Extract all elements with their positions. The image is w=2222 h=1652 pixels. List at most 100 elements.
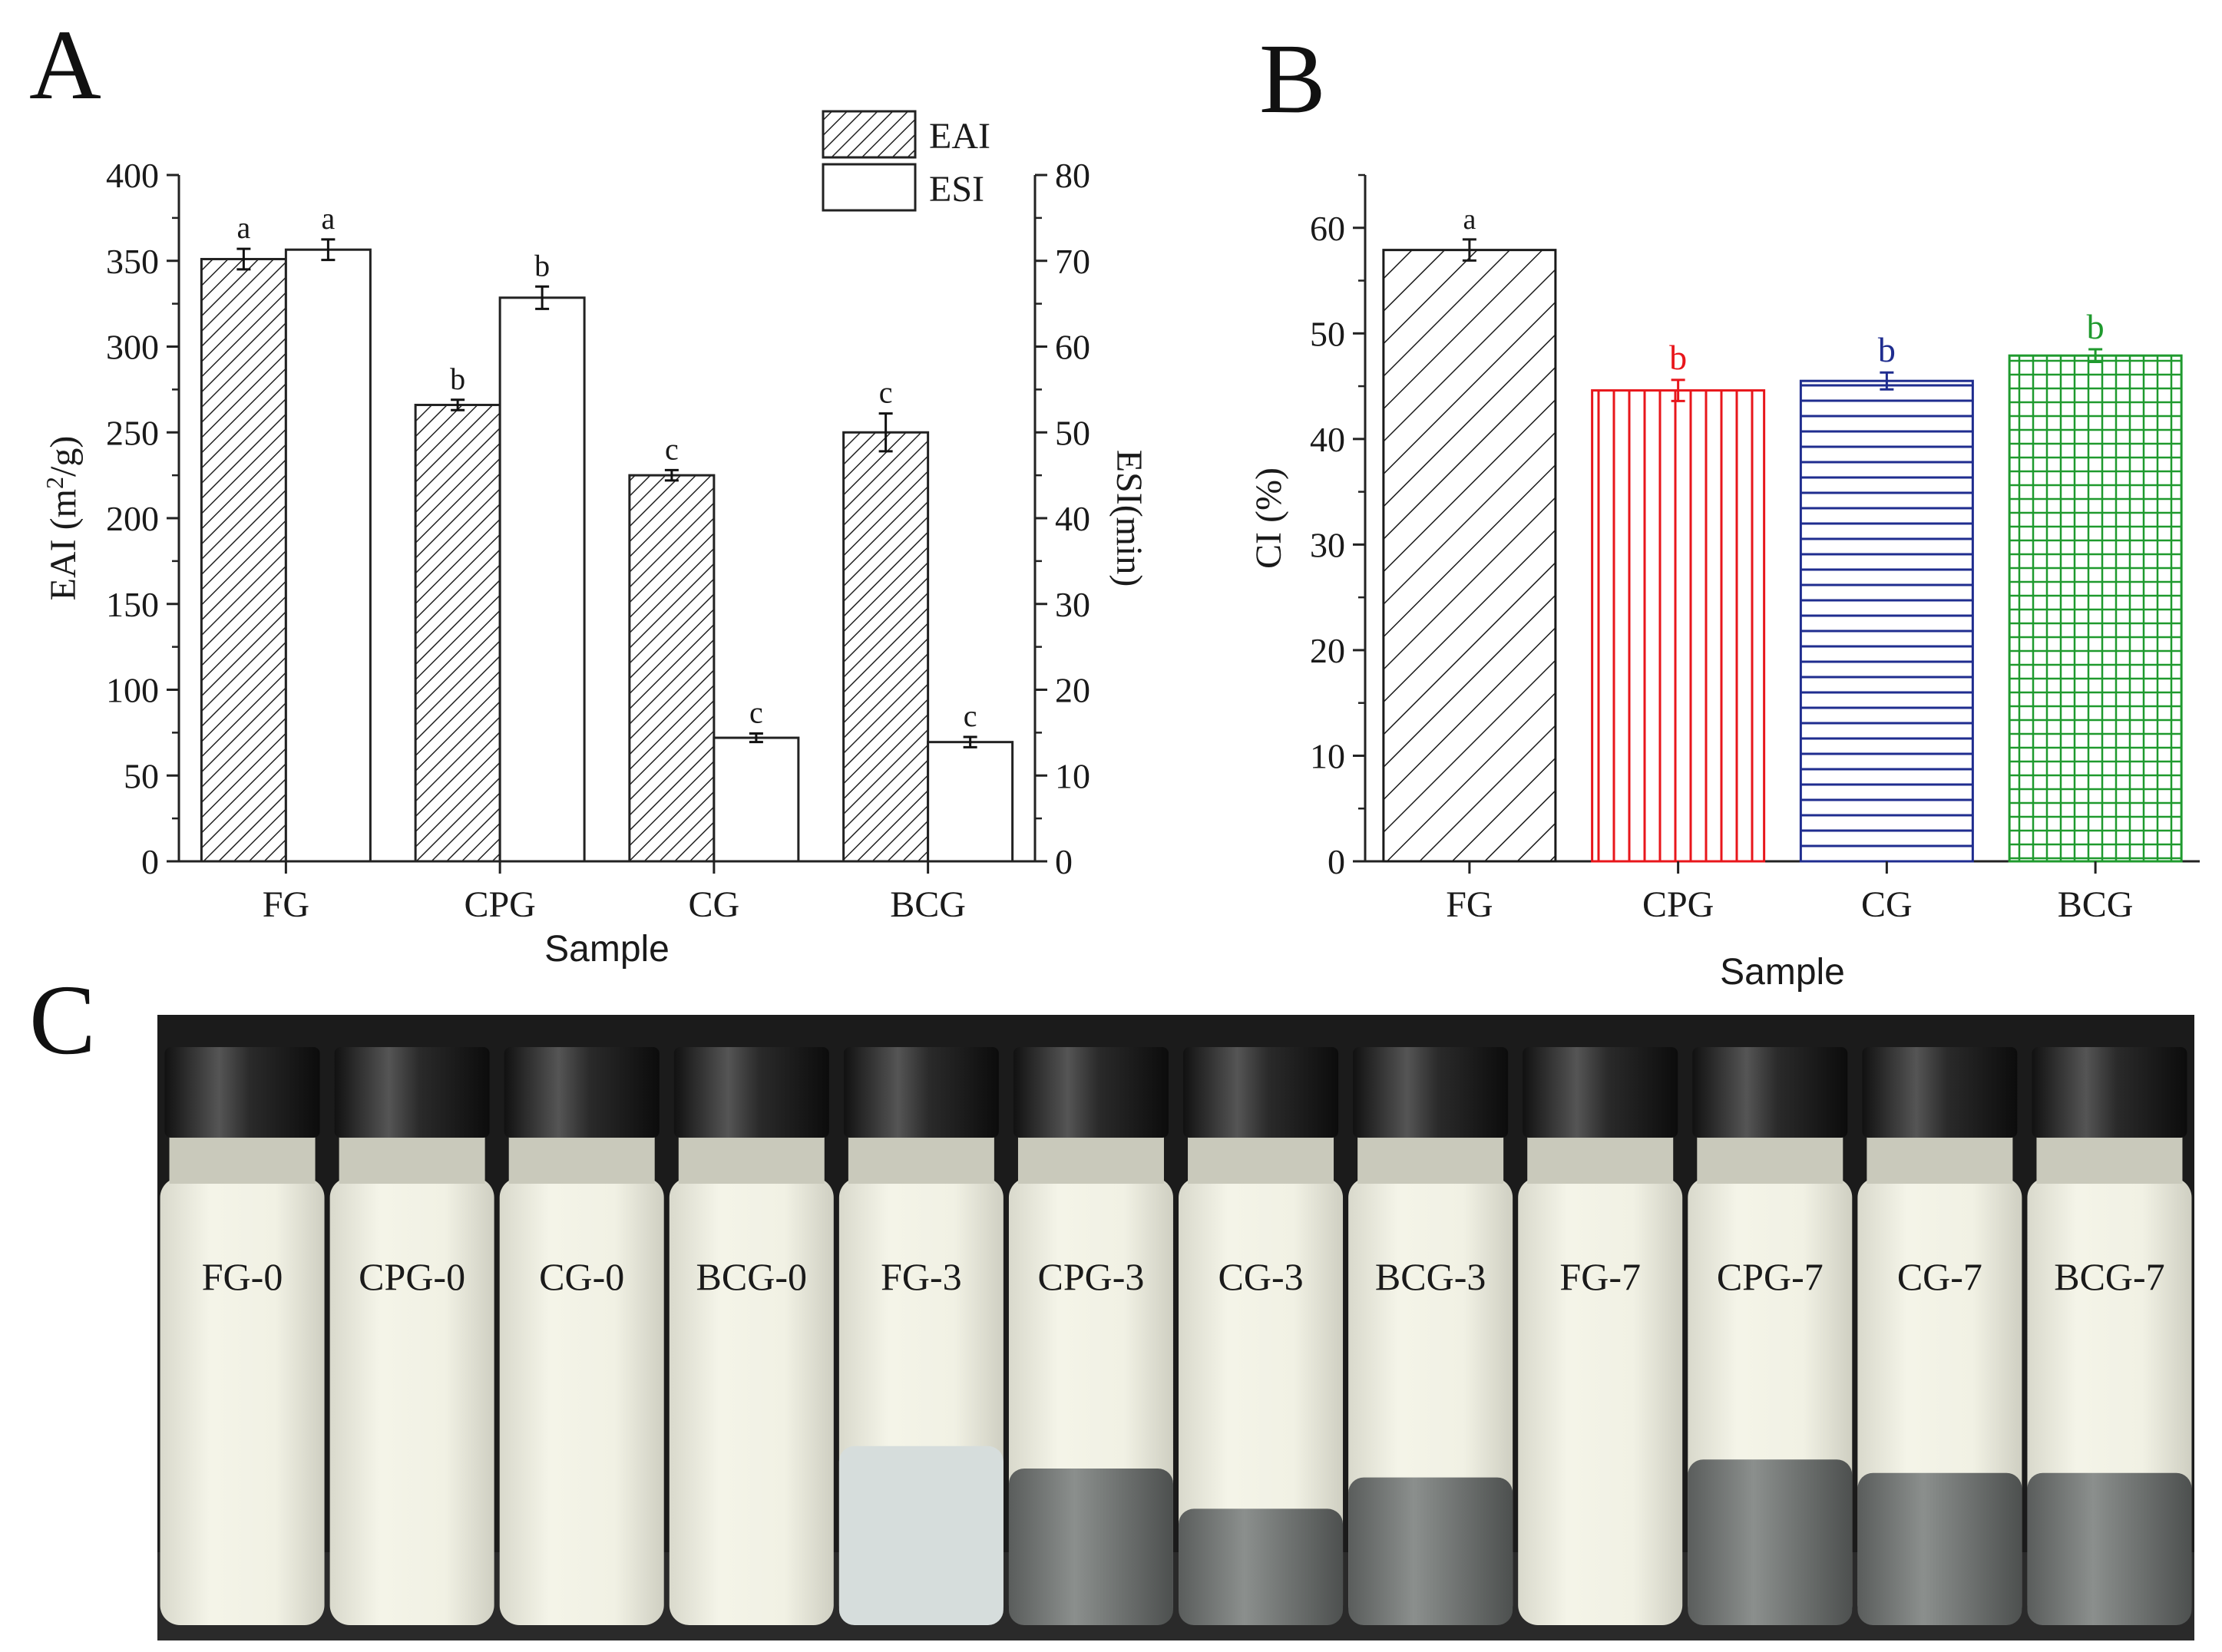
- b-y-tick-label: 30: [1310, 525, 1345, 564]
- a-right-tick-label: 60: [1055, 328, 1090, 367]
- vial-label: BCG-7: [2054, 1255, 2164, 1298]
- vial-emulsion: [160, 1178, 325, 1625]
- a-left-tick-label: 50: [124, 756, 159, 795]
- a-eai-error-bar: [878, 412, 893, 453]
- a-eai-sig-letter: a: [236, 210, 250, 245]
- vial-cap: [1523, 1047, 1678, 1138]
- vial-neck: [848, 1130, 994, 1184]
- a-left-tick-label: 200: [106, 499, 159, 538]
- a-eai-sig-letter: c: [879, 375, 893, 410]
- photo-background: [157, 1015, 2194, 1640]
- vial-cap: [1013, 1047, 1169, 1138]
- a-right-tick-label: 0: [1055, 842, 1073, 881]
- vial-label: CPG-0: [359, 1255, 465, 1298]
- a-y-axis-label: EAI (m2/g): [41, 436, 84, 601]
- a-eai-error-bar: [664, 468, 679, 482]
- a-left-tick-label: 150: [106, 585, 159, 624]
- vial: BCG-0: [669, 1047, 834, 1625]
- a-eai-sig-letter: b: [450, 362, 465, 396]
- a-esi-bar: [927, 741, 1014, 863]
- vial-cap: [1183, 1047, 1339, 1138]
- legend-eai-label: EAI: [929, 116, 990, 157]
- a-right-tick-label: 20: [1055, 671, 1090, 710]
- a-esi-bar: [498, 296, 586, 863]
- b-y-tick-label: 0: [1328, 842, 1345, 881]
- legend-eai-swatch: [822, 110, 917, 159]
- a-eai-sig-letter: c: [665, 431, 679, 466]
- b-y-tick-label: 60: [1310, 209, 1345, 248]
- a-esi-bar: [713, 736, 800, 863]
- a-esi-error-bar: [535, 285, 550, 310]
- b-y-tick-label: 20: [1310, 631, 1345, 670]
- b-y-tick-label: 50: [1310, 314, 1345, 353]
- vial-neck: [169, 1130, 316, 1184]
- vial: FG-0: [160, 1047, 325, 1625]
- vial-serum-layer: [1008, 1468, 1173, 1625]
- a-esi-sig-letter: c: [964, 699, 977, 733]
- a-right-tick-label: 40: [1055, 499, 1090, 538]
- vial-photo: FG-0 CPG-0 CG-0 BCG-0 FG-3 CPG-3 CG-3 BCG-3 FG-7…: [157, 1015, 2194, 1640]
- a-legend: EAI ESI: [822, 110, 990, 212]
- b-y-axis-label: CI (%): [1248, 468, 1289, 569]
- vial-label: CPG-3: [1037, 1255, 1144, 1298]
- vial-serum-layer: [1688, 1459, 1853, 1625]
- vial-label: BCG-0: [696, 1255, 807, 1298]
- vial-neck: [2036, 1130, 2183, 1184]
- vial-cap: [334, 1047, 490, 1138]
- b-ci-error-bar: [2088, 348, 2103, 363]
- vial-label: CG-0: [539, 1255, 624, 1298]
- vial-label: CPG-7: [1717, 1255, 1824, 1298]
- a-x-tick-label: CPG: [464, 884, 535, 925]
- vial-neck: [508, 1130, 655, 1184]
- vial: FG-7: [1518, 1047, 1683, 1625]
- a-right-tick-label: 50: [1055, 413, 1090, 452]
- b-ci-error-bar: [1462, 238, 1476, 262]
- vial-neck: [1017, 1130, 1164, 1184]
- vial-label: FG-3: [881, 1255, 962, 1298]
- panel-c-letter: C: [29, 965, 96, 1075]
- a-x-axis-label: Sample: [544, 929, 670, 970]
- a-left-tick-label: 0: [141, 842, 159, 881]
- b-y-tick-label: 10: [1310, 736, 1345, 775]
- vial: CPG-3: [1008, 1047, 1173, 1625]
- vial-cap: [1353, 1047, 1509, 1138]
- vial-serum-layer: [2027, 1472, 2192, 1625]
- a-esi-error-bar: [749, 732, 763, 744]
- b-x-axis-label: Sample: [1720, 952, 1845, 993]
- vial-label: FG-0: [202, 1255, 283, 1298]
- a-esi-bar: [284, 248, 372, 863]
- b-sig-letter: b: [2087, 307, 2105, 346]
- b-ci-bar: [2008, 354, 2183, 863]
- a-esi-error-bar: [321, 238, 336, 262]
- a-left-tick-label: 350: [106, 242, 159, 281]
- b-x-tick-label: FG: [1446, 884, 1493, 925]
- b-x-tick-label: CPG: [1642, 884, 1714, 925]
- vial-neck: [1867, 1130, 2013, 1184]
- a-esi-sig-letter: b: [534, 248, 550, 282]
- vial: CPG-7: [1688, 1047, 1853, 1625]
- vial-emulsion: [329, 1178, 494, 1625]
- vial-serum-layer: [1179, 1508, 1344, 1625]
- b-sig-letter: b: [1669, 338, 1687, 377]
- a-eai-bar: [842, 431, 930, 863]
- vial-cap: [504, 1047, 660, 1138]
- a-y-axis-label-part: EAI (m: [43, 489, 84, 600]
- vial-neck: [678, 1130, 825, 1184]
- vial-label: FG-7: [1559, 1255, 1641, 1298]
- a-right-tick-label: 80: [1055, 156, 1090, 195]
- b-ci-bar: [1591, 389, 1766, 863]
- a-left-tick-label: 100: [106, 671, 159, 710]
- vial: BCG-7: [2027, 1047, 2192, 1625]
- vial-cap: [673, 1047, 829, 1138]
- photo-shelf: [157, 1552, 2194, 1640]
- a-eai-bar: [414, 403, 501, 863]
- vial-serum-layer: [1348, 1477, 1513, 1625]
- b-y-tick-label: 40: [1310, 420, 1345, 459]
- vial-neck: [1527, 1130, 1674, 1184]
- chart-a: 0 50 100 150 200 250 300 350 400 0 10 20 30 40 50 60 70 8…: [41, 110, 1149, 970]
- vial: CG-7: [1857, 1047, 2022, 1625]
- b-ci-error-bar: [1880, 371, 1894, 391]
- a-eai-error-bar: [451, 398, 465, 411]
- a-y2-axis-label: ESI(min): [1109, 450, 1149, 587]
